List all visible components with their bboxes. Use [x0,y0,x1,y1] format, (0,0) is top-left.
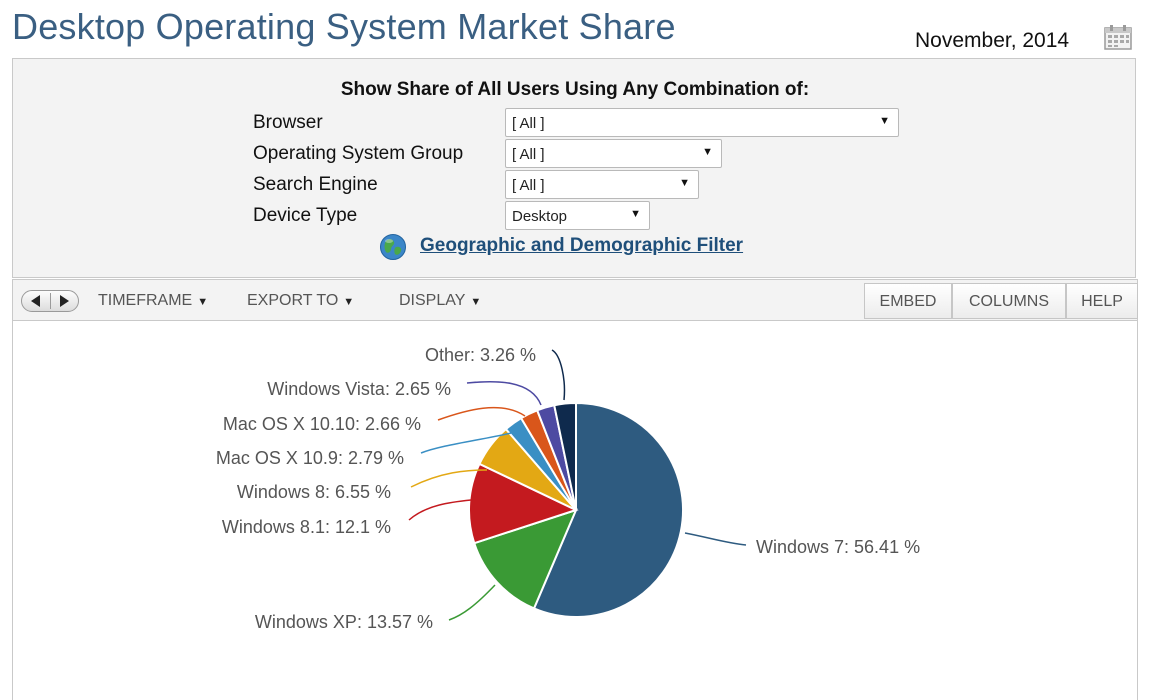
calendar-icon[interactable] [1104,24,1132,50]
search-engine-select[interactable]: [ All ] ▼ [505,170,699,199]
chevron-down-icon: ▼ [470,296,482,308]
geo-demographic-filter-link[interactable]: Geographic and Demographic Filter [420,235,744,256]
data-label-windows-vista: Windows Vista: 2.65 % [267,379,451,399]
label-connector [437,406,526,421]
nav-arrows [21,290,79,312]
data-label-windows-xp: Windows XP: 13.57 % [255,612,433,632]
browser-label: Browser [253,112,323,133]
export-menu[interactable]: EXPORT TO ▼ [247,292,354,310]
label-connector [420,432,512,454]
search-engine-select-value: [ All ] [512,177,545,194]
data-label-mac-os-x-10-9: Mac OS X 10.9: 2.79 % [216,448,404,468]
device-type-select[interactable]: Desktop ▼ [505,201,650,230]
label-connector [410,469,488,488]
filter-panel: Show Share of All Users Using Any Combin… [12,58,1136,278]
chevron-down-icon: ▼ [679,177,690,189]
label-connector [408,499,472,521]
date-label: November, 2014 [915,29,1070,52]
label-connector [466,380,542,406]
display-menu-label: DISPLAY [399,292,466,309]
search-engine-label: Search Engine [253,174,378,195]
data-label-windows-8-1: Windows 8.1: 12.1 % [222,517,391,537]
browser-select-value: [ All ] [512,115,545,132]
device-type-label: Device Type [253,205,358,226]
data-label-windows-8: Windows 8: 6.55 % [237,482,391,502]
label-connector [684,532,747,546]
browser-select[interactable]: [ All ] ▼ [505,108,899,137]
chevron-down-icon: ▼ [343,296,355,308]
next-arrow-icon[interactable] [51,291,79,311]
display-menu[interactable]: DISPLAY ▼ [399,292,481,310]
chevron-down-icon: ▼ [630,208,641,220]
chevron-down-icon: ▼ [702,146,713,158]
help-button[interactable]: HELP [1066,283,1138,319]
chart-toolbar: TIMEFRAME ▼ EXPORT TO ▼ DISPLAY ▼ EMBED COL… [12,279,1138,321]
data-label-other: Other: 3.26 % [425,345,536,365]
columns-button[interactable]: COLUMNS [952,283,1066,319]
chart-area: Windows 7: 56.41 % Windows XP: 13.57 % Win… [12,321,1138,700]
globe-icon [380,234,406,260]
pie-slice-windows-8-1[interactable] [468,462,579,545]
pie-slice-windows-7[interactable] [532,401,685,618]
os-group-label: Operating System Group [253,143,464,164]
embed-button[interactable]: EMBED [864,283,952,319]
data-label-mac-os-x-10-10: Mac OS X 10.10: 2.66 % [223,414,421,434]
data-label-windows-7: Windows 7: 56.41 % [756,537,920,557]
label-connector [551,349,566,401]
timeframe-menu-label: TIMEFRAME [98,292,193,309]
filter-heading: Show Share of All Users Using Any Combin… [340,79,810,100]
device-type-select-value: Desktop [512,208,568,225]
chevron-down-icon: ▼ [197,296,209,308]
page-title: Desktop Operating System Market Share [12,6,676,47]
pie-slice-other[interactable] [553,401,577,511]
os-group-select[interactable]: [ All ] ▼ [505,139,722,168]
pie-slice-windows-xp[interactable] [472,508,578,610]
previous-arrow-icon[interactable] [22,291,50,311]
export-menu-label: EXPORT TO [247,292,339,309]
os-group-select-value: [ All ] [512,146,545,163]
chevron-down-icon: ▼ [879,115,890,127]
label-connector [448,584,496,621]
timeframe-menu[interactable]: TIMEFRAME ▼ [98,292,208,310]
